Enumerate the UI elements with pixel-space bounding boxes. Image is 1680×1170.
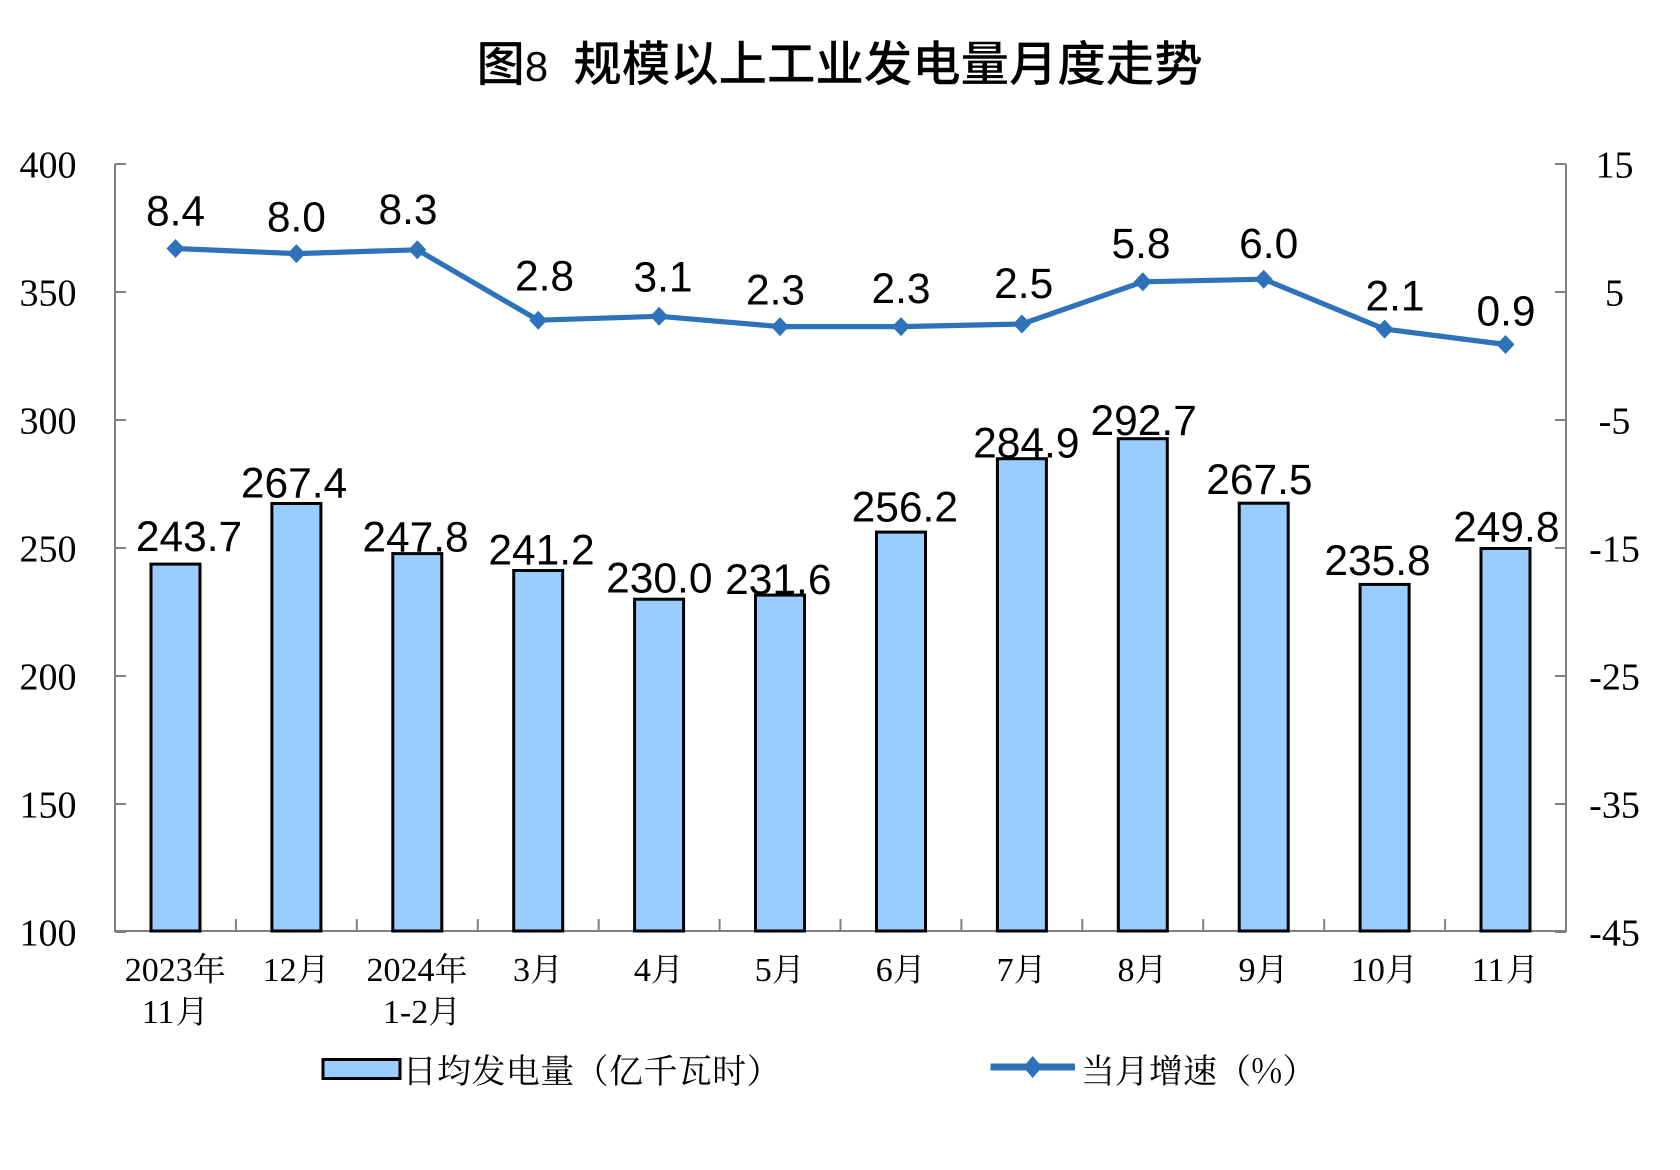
svg-text:6.0: 6.0 [1239, 221, 1298, 268]
svg-text:2024: 2024 [367, 952, 435, 989]
svg-text:-25: -25 [1589, 657, 1640, 699]
svg-text:3: 3 [513, 952, 530, 989]
svg-text:8.3: 8.3 [378, 187, 437, 234]
svg-text:2.1: 2.1 [1365, 273, 1424, 320]
svg-text:243.7: 243.7 [136, 514, 242, 561]
svg-text:292.7: 292.7 [1091, 398, 1197, 445]
svg-text:2.3: 2.3 [746, 267, 805, 314]
svg-text:5.8: 5.8 [1111, 221, 1170, 268]
svg-text:1-2: 1-2 [383, 994, 428, 1031]
svg-text:4: 4 [634, 952, 651, 989]
svg-text:11: 11 [1472, 952, 1505, 989]
svg-text:350: 350 [20, 273, 77, 315]
svg-text:100: 100 [20, 913, 77, 955]
svg-text:231.6: 231.6 [725, 557, 831, 604]
svg-text:247.8: 247.8 [362, 514, 468, 561]
svg-text:8: 8 [1118, 952, 1135, 989]
svg-text:15: 15 [1596, 145, 1634, 187]
svg-text:249.8: 249.8 [1453, 504, 1559, 551]
svg-text:256.2: 256.2 [852, 485, 958, 532]
svg-text:230.0: 230.0 [606, 555, 712, 602]
svg-text:241.2: 241.2 [488, 528, 594, 575]
svg-text:9: 9 [1239, 952, 1256, 989]
svg-text:-5: -5 [1599, 401, 1631, 443]
svg-text:267.4: 267.4 [241, 461, 347, 508]
svg-text:10: 10 [1351, 952, 1385, 989]
svg-text:7: 7 [997, 952, 1014, 989]
svg-text:2.8: 2.8 [515, 254, 574, 301]
svg-text:200: 200 [20, 657, 77, 699]
svg-text:8.4: 8.4 [146, 188, 205, 235]
svg-text:11: 11 [142, 994, 175, 1031]
svg-text:2.5: 2.5 [994, 261, 1053, 308]
svg-text:2023: 2023 [125, 952, 193, 989]
svg-text:-15: -15 [1589, 529, 1640, 571]
svg-text:250: 250 [20, 529, 77, 571]
svg-text:2.3: 2.3 [871, 266, 930, 313]
svg-text:8.0: 8.0 [267, 195, 326, 242]
svg-text:6: 6 [876, 952, 893, 989]
svg-text:150: 150 [20, 785, 77, 827]
svg-text:-35: -35 [1589, 785, 1640, 827]
svg-text:12: 12 [263, 952, 297, 989]
svg-text:267.5: 267.5 [1206, 457, 1312, 504]
svg-text:5: 5 [1605, 273, 1624, 315]
svg-text:300: 300 [20, 401, 77, 443]
svg-text:0.9: 0.9 [1476, 288, 1535, 335]
svg-text:3.1: 3.1 [633, 254, 692, 301]
svg-text:-45: -45 [1589, 913, 1640, 955]
svg-text:5: 5 [755, 952, 772, 989]
svg-text:284.9: 284.9 [973, 421, 1079, 468]
svg-text:235.8: 235.8 [1324, 538, 1430, 585]
svg-text:400: 400 [20, 145, 77, 187]
